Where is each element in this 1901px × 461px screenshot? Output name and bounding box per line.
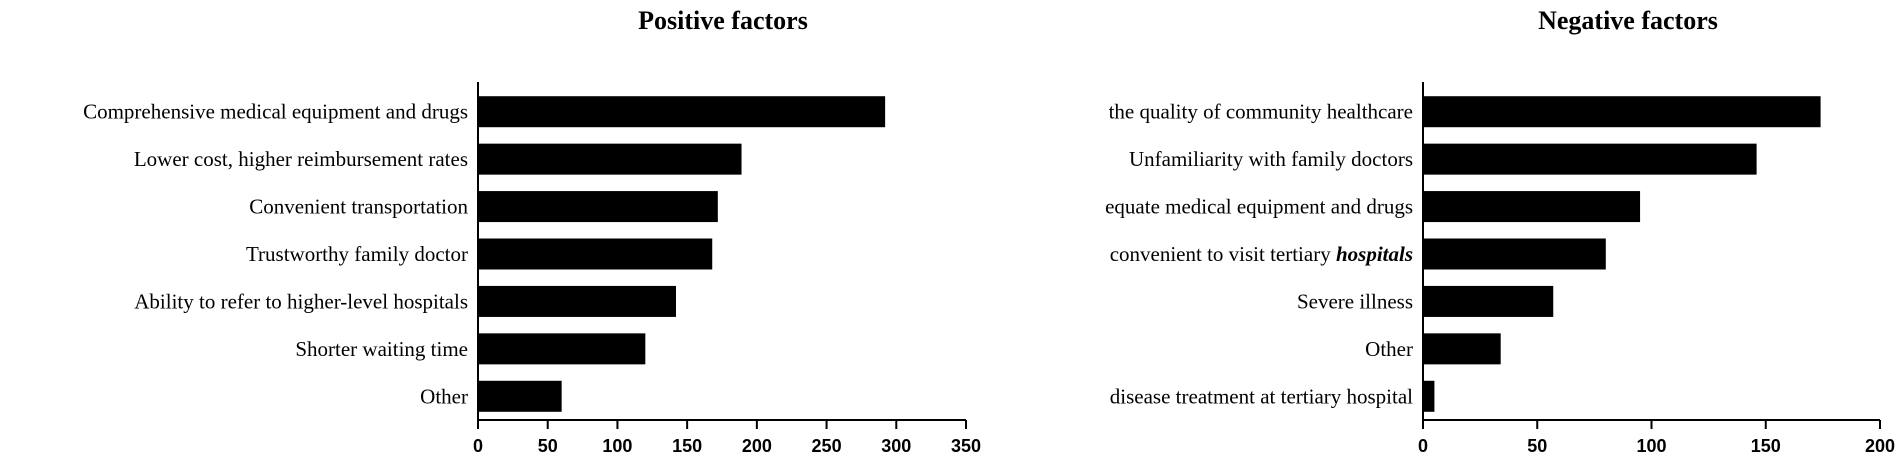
negative-x-tick-label-1: 50 xyxy=(1527,436,1547,456)
negative-category-label-3: convenient to visit tertiary hospitals xyxy=(1110,242,1413,266)
positive-x-tick-label-3: 150 xyxy=(672,436,702,456)
positive-x-tick-label-5: 250 xyxy=(812,436,842,456)
positive-category-label-4: Ability to refer to higher-level hospita… xyxy=(134,289,468,313)
positive-bar-2 xyxy=(478,191,718,223)
negative-category-labels: the quality of community healthcare Unfam… xyxy=(1105,100,1413,409)
positive-bars xyxy=(478,96,886,412)
negative-category-label-2: equate medical equipment and drugs xyxy=(1105,195,1413,219)
negative-category-label-1: Unfamiliarity with family doctors xyxy=(1129,147,1413,171)
positive-category-labels: Comprehensive medical equipment and drug… xyxy=(83,100,468,409)
positive-bar-6 xyxy=(478,380,562,412)
positive-bar-5 xyxy=(478,333,646,365)
negative-bar-2 xyxy=(1423,191,1641,223)
negative-bar-5 xyxy=(1423,333,1501,365)
negative-bar-4 xyxy=(1423,285,1554,317)
positive-category-label-1: Lower cost, higher reimbursement rates xyxy=(134,147,468,171)
negative-x-tick-label-3: 150 xyxy=(1751,436,1781,456)
negative-bars xyxy=(1423,96,1821,412)
positive-x-ticks: 0 50 100 150 200 250 300 350 xyxy=(473,420,981,456)
positive-bar-3 xyxy=(478,238,713,270)
positive-x-tick-label-2: 100 xyxy=(602,436,632,456)
positive-bar-1 xyxy=(478,143,742,175)
negative-axes xyxy=(1422,82,1880,421)
positive-chart-title: Positive factors xyxy=(638,6,808,35)
negative-bar-1 xyxy=(1423,143,1757,175)
positive-x-tick-label-1: 50 xyxy=(538,436,558,456)
negative-bar-0 xyxy=(1423,96,1821,128)
negative-bar-6 xyxy=(1423,380,1435,412)
positive-bar-0 xyxy=(478,96,886,128)
positive-bar-4 xyxy=(478,285,676,317)
negative-x-tick-label-2: 100 xyxy=(1636,436,1666,456)
negative-chart-title: Negative factors xyxy=(1538,6,1718,35)
positive-category-label-6: Other xyxy=(420,384,468,408)
positive-x-tick-label-6: 300 xyxy=(881,436,911,456)
negative-category-label-0: the quality of community healthcare xyxy=(1109,100,1413,124)
negative-x-ticks: 0 50 100 150 200 xyxy=(1418,420,1895,456)
positive-x-tick-label-0: 0 xyxy=(473,436,483,456)
negative-bar-3 xyxy=(1423,238,1606,270)
positive-x-tick-label-7: 350 xyxy=(951,436,981,456)
positive-axes xyxy=(477,82,966,421)
positive-category-label-3: Trustworthy family doctor xyxy=(246,242,468,266)
negative-category-label-5: Other xyxy=(1365,337,1413,361)
positive-category-label-5: Shorter waiting time xyxy=(295,337,468,361)
negative-factors-chart: Negative factors the quality of communit… xyxy=(1105,6,1895,456)
negative-category-label-6: disease treatment at tertiary hospital xyxy=(1110,384,1413,408)
negative-x-tick-label-4: 200 xyxy=(1865,436,1895,456)
positive-factors-chart: Positive factors Comprehensive medical e… xyxy=(83,6,981,456)
negative-category-label-4: Severe illness xyxy=(1297,289,1413,313)
positive-category-label-2: Convenient transportation xyxy=(249,195,468,219)
positive-x-tick-label-4: 200 xyxy=(742,436,772,456)
positive-category-label-0: Comprehensive medical equipment and drug… xyxy=(83,100,468,124)
negative-x-tick-label-0: 0 xyxy=(1418,436,1428,456)
